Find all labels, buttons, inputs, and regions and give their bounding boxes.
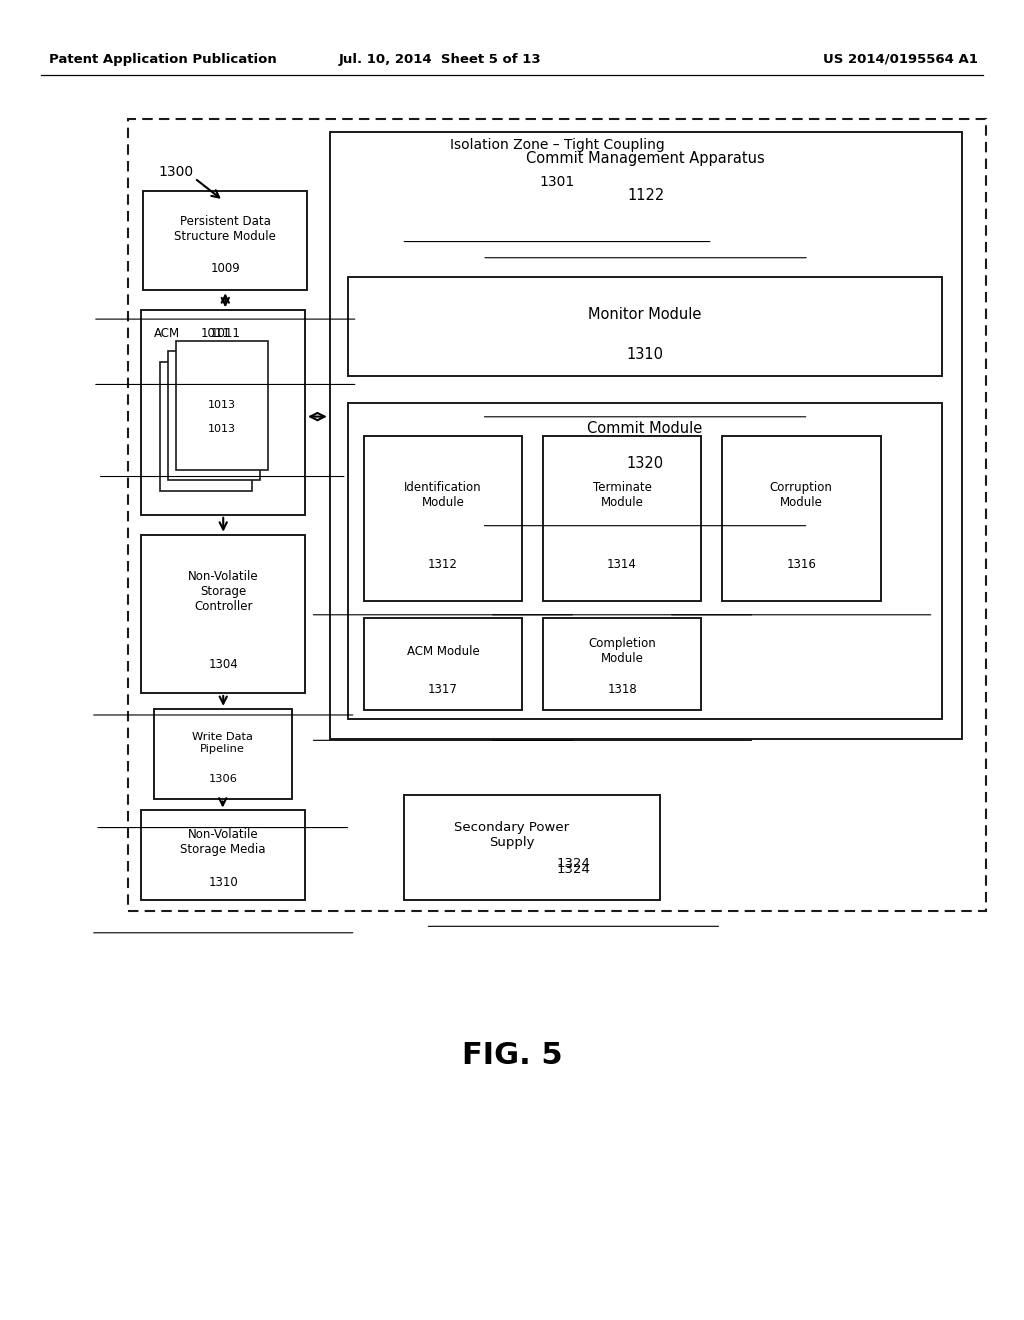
FancyBboxPatch shape bbox=[154, 709, 292, 799]
Text: Commit Management Apparatus: Commit Management Apparatus bbox=[526, 150, 765, 166]
FancyBboxPatch shape bbox=[168, 351, 260, 480]
Text: Completion
Module: Completion Module bbox=[588, 638, 656, 665]
Text: 1304: 1304 bbox=[208, 657, 239, 671]
FancyBboxPatch shape bbox=[543, 436, 701, 601]
FancyBboxPatch shape bbox=[330, 132, 962, 739]
FancyBboxPatch shape bbox=[176, 341, 268, 470]
Text: 1317: 1317 bbox=[428, 684, 458, 697]
Text: US 2014/0195564 A1: US 2014/0195564 A1 bbox=[823, 53, 978, 66]
Text: 1300: 1300 bbox=[159, 165, 194, 178]
Text: 1318: 1318 bbox=[607, 684, 637, 697]
Text: FIG. 5: FIG. 5 bbox=[462, 1041, 562, 1071]
FancyBboxPatch shape bbox=[143, 191, 307, 290]
Text: 1310: 1310 bbox=[627, 347, 664, 362]
Text: 1013: 1013 bbox=[208, 400, 237, 411]
Text: 1011: 1011 bbox=[201, 327, 230, 341]
FancyBboxPatch shape bbox=[128, 119, 986, 911]
Text: 1324: 1324 bbox=[556, 863, 591, 876]
Text: 1316: 1316 bbox=[786, 558, 816, 570]
Text: Non-Volatile
Storage
Controller: Non-Volatile Storage Controller bbox=[188, 570, 258, 612]
Text: ACM Module: ACM Module bbox=[407, 644, 479, 657]
FancyBboxPatch shape bbox=[141, 310, 305, 515]
Text: 1312: 1312 bbox=[428, 558, 458, 570]
Text: Corruption
Module: Corruption Module bbox=[770, 480, 833, 510]
Text: 1122: 1122 bbox=[627, 187, 665, 203]
FancyBboxPatch shape bbox=[141, 810, 305, 900]
Text: Secondary Power
Supply: Secondary Power Supply bbox=[455, 821, 569, 849]
Text: 1324: 1324 bbox=[556, 857, 591, 870]
Text: 1301: 1301 bbox=[540, 176, 574, 189]
Text: 1310: 1310 bbox=[208, 875, 239, 888]
FancyBboxPatch shape bbox=[404, 795, 660, 900]
Text: 1013: 1013 bbox=[208, 424, 237, 434]
Text: Non-Volatile
Storage Media: Non-Volatile Storage Media bbox=[180, 828, 266, 855]
Text: Write Data
Pipeline: Write Data Pipeline bbox=[193, 733, 253, 754]
Text: Isolation Zone – Tight Coupling: Isolation Zone – Tight Coupling bbox=[450, 139, 665, 152]
Text: 1314: 1314 bbox=[607, 558, 637, 570]
Text: 1009: 1009 bbox=[210, 263, 241, 275]
FancyBboxPatch shape bbox=[348, 403, 942, 719]
Text: ACM: ACM bbox=[154, 327, 180, 341]
FancyBboxPatch shape bbox=[364, 436, 522, 601]
FancyBboxPatch shape bbox=[141, 535, 305, 693]
Text: 1306: 1306 bbox=[208, 774, 238, 784]
Text: 1320: 1320 bbox=[627, 455, 664, 471]
Text: Jul. 10, 2014  Sheet 5 of 13: Jul. 10, 2014 Sheet 5 of 13 bbox=[339, 53, 542, 66]
FancyBboxPatch shape bbox=[160, 362, 252, 491]
Text: Identification
Module: Identification Module bbox=[404, 480, 481, 510]
Text: Terminate
Module: Terminate Module bbox=[593, 480, 651, 510]
Text: Monitor Module: Monitor Module bbox=[589, 308, 701, 322]
FancyBboxPatch shape bbox=[364, 618, 522, 710]
Text: Patent Application Publication: Patent Application Publication bbox=[49, 53, 276, 66]
Text: Persistent Data
Structure Module: Persistent Data Structure Module bbox=[174, 215, 276, 243]
FancyBboxPatch shape bbox=[722, 436, 881, 601]
Text: 1011: 1011 bbox=[210, 327, 241, 341]
Text: Commit Module: Commit Module bbox=[588, 421, 702, 437]
FancyBboxPatch shape bbox=[348, 277, 942, 376]
FancyBboxPatch shape bbox=[543, 618, 701, 710]
